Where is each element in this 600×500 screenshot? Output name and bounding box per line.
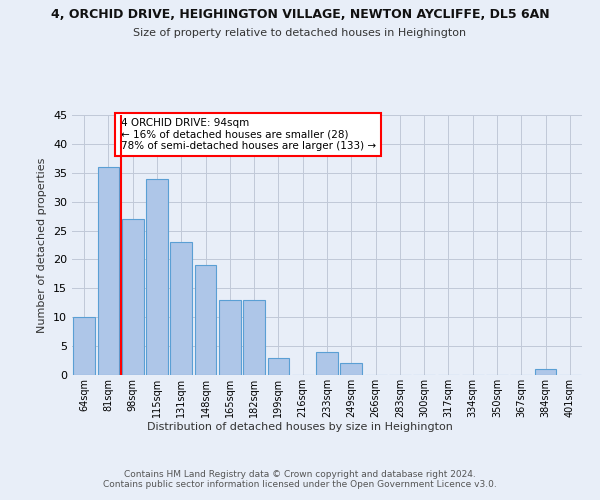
Bar bbox=[146, 178, 168, 375]
Y-axis label: Number of detached properties: Number of detached properties bbox=[37, 158, 47, 332]
Bar bbox=[122, 219, 143, 375]
Text: Contains HM Land Registry data © Crown copyright and database right 2024.
Contai: Contains HM Land Registry data © Crown c… bbox=[103, 470, 497, 490]
Bar bbox=[243, 300, 265, 375]
Bar bbox=[316, 352, 338, 375]
Text: Distribution of detached houses by size in Heighington: Distribution of detached houses by size … bbox=[147, 422, 453, 432]
Text: Size of property relative to detached houses in Heighington: Size of property relative to detached ho… bbox=[133, 28, 467, 38]
Text: 4, ORCHID DRIVE, HEIGHINGTON VILLAGE, NEWTON AYCLIFFE, DL5 6AN: 4, ORCHID DRIVE, HEIGHINGTON VILLAGE, NE… bbox=[50, 8, 550, 20]
Bar bbox=[219, 300, 241, 375]
Bar bbox=[97, 167, 119, 375]
Bar bbox=[73, 317, 95, 375]
Bar bbox=[340, 364, 362, 375]
Bar bbox=[268, 358, 289, 375]
Bar bbox=[170, 242, 192, 375]
Bar bbox=[194, 265, 217, 375]
Text: 4 ORCHID DRIVE: 94sqm
← 16% of detached houses are smaller (28)
78% of semi-deta: 4 ORCHID DRIVE: 94sqm ← 16% of detached … bbox=[121, 118, 376, 151]
Bar bbox=[535, 369, 556, 375]
